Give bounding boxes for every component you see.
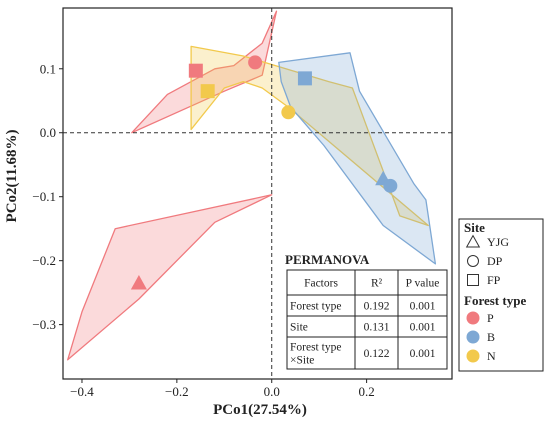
x-tick-label: 0.2 — [358, 384, 374, 399]
x-tick-label: −0.4 — [70, 384, 94, 399]
legend-circle-icon — [467, 255, 479, 267]
table-factor-cell: Forest type — [290, 301, 341, 313]
centroid-B-DP — [383, 178, 398, 193]
axes: −0.4 −0.2 0.0 0.2 −0.3 −0.2 −0.1 0.0 0.1 — [32, 7, 453, 399]
hull-B-3 — [278, 52, 437, 265]
table-header-cell: P value — [406, 278, 440, 290]
centroid-N-FP — [200, 84, 215, 99]
table-r2-cell: 0.131 — [364, 322, 390, 334]
x-tick-label: 0.0 — [264, 384, 280, 399]
x-tick-label: −0.2 — [165, 384, 189, 399]
legend-site-label: FP — [487, 273, 501, 287]
centroid-P-YJG — [130, 275, 147, 290]
legend-triangle-icon — [465, 234, 481, 248]
hull-P-0 — [131, 10, 278, 134]
table-header-cell: R² — [371, 278, 383, 290]
plot-frame — [62, 7, 453, 380]
table-factor-cell: Forest type — [290, 342, 341, 354]
hull-P-1 — [67, 194, 273, 361]
table-p-cell: 0.001 — [410, 301, 436, 313]
table-p-cell: 0.001 — [410, 322, 436, 334]
table-factor-cell: ×Site — [290, 355, 314, 367]
table-header-cell: Factors — [304, 278, 338, 290]
centroid-B-FP — [297, 71, 312, 86]
y-tick-label: −0.2 — [32, 253, 56, 268]
centroid-P-FP — [188, 63, 203, 78]
legend-color-dot-P — [466, 311, 480, 325]
permanova-table: PERMANOVA Factors R² P value Forest type 0.19… — [285, 252, 448, 370]
centroid-N-DP — [281, 105, 296, 120]
plot-area — [63, 8, 452, 379]
legend-color-dot-N — [466, 349, 480, 363]
legend-color-dot-B — [466, 330, 480, 344]
legend-site-label: DP — [487, 254, 503, 268]
y-tick-label: −0.3 — [32, 317, 56, 332]
legend-forest-label: N — [487, 349, 496, 363]
legend-forest-label: B — [487, 330, 495, 344]
table-factor-cell: Site — [290, 322, 308, 334]
table-p-cell: 0.001 — [410, 348, 436, 360]
permanova-title: PERMANOVA — [285, 252, 370, 267]
legend-forest-label: P — [487, 311, 494, 325]
legend-forest-title: Forest type — [464, 293, 526, 308]
y-tick-label: 0.0 — [40, 125, 56, 140]
x-axis-title: PCo1(27.54%) — [213, 402, 307, 418]
y-tick-label: −0.1 — [32, 189, 56, 204]
legend-box — [458, 218, 544, 372]
y-axis-title: PCo2(11.68%) — [4, 130, 20, 223]
centroid-P-DP — [248, 55, 263, 70]
legend-square-icon — [467, 274, 479, 286]
table-r2-cell: 0.192 — [364, 301, 390, 313]
y-tick-label: 0.1 — [40, 61, 56, 76]
permanova-table-border — [286, 269, 448, 370]
table-r2-cell: 0.122 — [364, 348, 390, 360]
legend-site-title: Site — [464, 220, 485, 235]
legend-site-label: YJG — [487, 235, 509, 249]
